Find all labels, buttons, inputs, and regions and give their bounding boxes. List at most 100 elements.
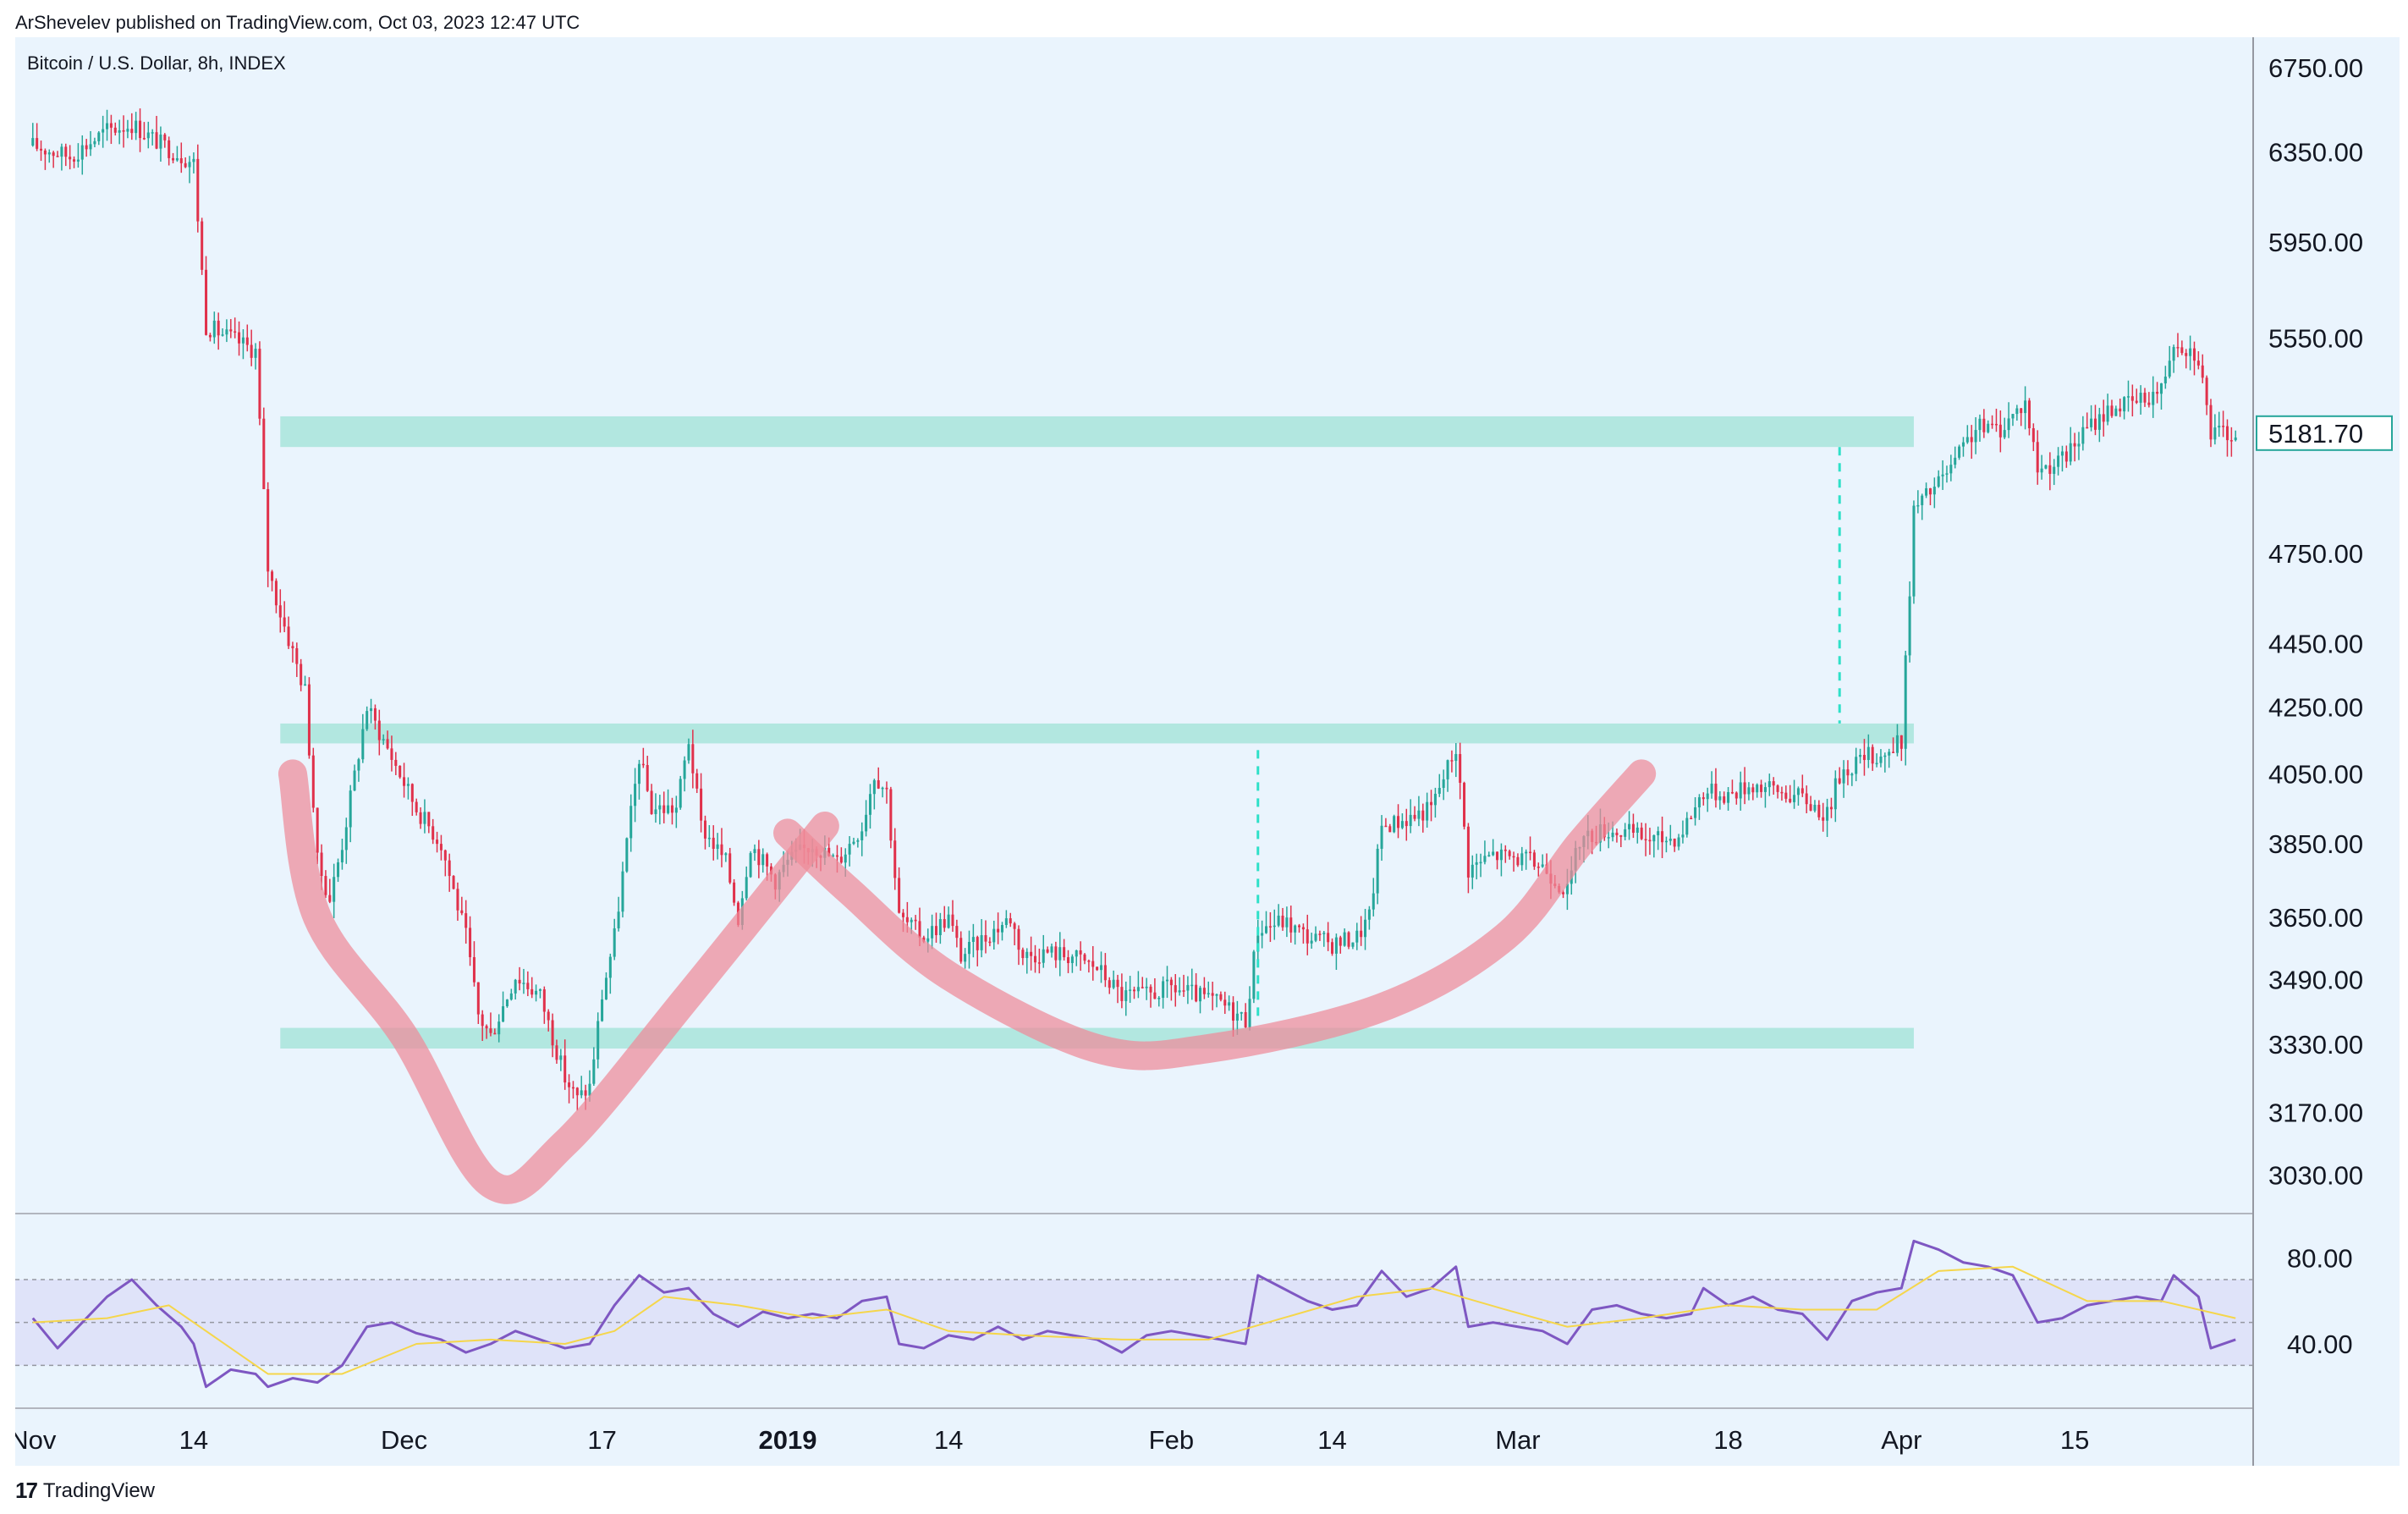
- candle-body: [212, 320, 216, 338]
- chart-canvas[interactable]: Bitcoin / U.S. Dollar, 8h, INDEX 6750.00…: [15, 37, 2400, 1466]
- candle-body: [700, 788, 703, 821]
- candle-body: [691, 744, 695, 774]
- candle-body: [1904, 655, 1907, 749]
- candle-body: [868, 794, 871, 815]
- candle-body: [832, 855, 835, 857]
- candle-body: [514, 979, 517, 994]
- candle-body: [324, 876, 327, 895]
- upper-resistance-zone: [280, 416, 1914, 448]
- candle-body: [2205, 377, 2208, 405]
- candle-body: [1871, 746, 1874, 764]
- candle-body: [1475, 862, 1478, 865]
- candle-body: [621, 871, 624, 912]
- candle-body: [2213, 427, 2217, 440]
- candle-body: [1652, 834, 1656, 842]
- candle-body: [2106, 405, 2109, 422]
- candle-body: [1380, 825, 1383, 849]
- candle-body: [538, 989, 542, 991]
- candle-body: [827, 847, 831, 856]
- chart-area[interactable]: Bitcoin / U.S. Dollar, 8h, INDEX 6750.00…: [15, 37, 2400, 1466]
- candle-body: [745, 877, 748, 899]
- price-axis[interactable]: 6750.00 6350.00 5950.00 5550.00 4750.00 4450.…: [2252, 37, 2363, 1466]
- candle-body: [2036, 442, 2039, 473]
- candle-body: [1000, 925, 1003, 933]
- candle-body: [1875, 763, 1878, 765]
- candle-body: [366, 711, 369, 729]
- candle-body: [1730, 791, 1734, 794]
- candle-body: [984, 935, 987, 942]
- candle-body: [250, 344, 253, 358]
- candle-body: [992, 928, 996, 943]
- candle-body: [1846, 769, 1850, 776]
- candle-body: [1454, 754, 1458, 762]
- candle-body: [2097, 414, 2101, 430]
- candle-body: [934, 926, 937, 936]
- candle-body: [1954, 457, 1957, 465]
- candle-body: [196, 158, 200, 222]
- candle-body: [1103, 965, 1107, 981]
- candle-body: [184, 162, 187, 168]
- candle-body: [151, 132, 154, 134]
- candle-body: [1772, 781, 1775, 786]
- candle-body: [1937, 476, 1940, 487]
- candle-body: [415, 801, 418, 812]
- candle-body: [2044, 465, 2048, 469]
- candle-body: [1833, 778, 1837, 810]
- candle-body: [1413, 814, 1416, 819]
- candle-body: [122, 129, 125, 132]
- candle-body: [601, 999, 604, 1021]
- price-tick-label: 5950.00: [2268, 228, 2363, 257]
- candle-body: [241, 337, 245, 344]
- candle-body: [1862, 755, 1866, 761]
- candle-body: [547, 1011, 550, 1021]
- time-axis[interactable]: Nov 14 Dec 17 2019 14 Feb 14 Mar 18 Apr 15: [15, 1425, 2089, 1455]
- candle-body: [1108, 980, 1111, 988]
- candle-body: [2114, 408, 2118, 416]
- candle-body: [658, 805, 662, 810]
- candle-body: [1235, 1013, 1239, 1021]
- candle-body: [2196, 361, 2200, 366]
- candle-body: [1661, 831, 1664, 843]
- candle-body: [349, 790, 352, 828]
- candle-body: [980, 935, 983, 950]
- candle-body: [967, 941, 970, 955]
- candle-body: [893, 840, 897, 878]
- candle-body: [1529, 851, 1532, 854]
- candle-body: [69, 157, 72, 160]
- candle-body: [650, 790, 653, 814]
- candle-body: [629, 806, 633, 839]
- candle-body: [535, 990, 538, 995]
- candle-body: [2053, 466, 2056, 474]
- candle-body: [1252, 951, 1256, 999]
- candle-body: [1397, 816, 1400, 829]
- candle-body: [1813, 804, 1817, 811]
- candle-body: [377, 720, 381, 740]
- candle-body: [1322, 933, 1326, 934]
- candle-body: [1025, 951, 1029, 959]
- candle-body: [1685, 818, 1689, 835]
- candle-body: [761, 854, 765, 866]
- last-price-box: [2256, 415, 2393, 451]
- candle-body: [667, 805, 670, 813]
- candle-body: [43, 150, 47, 155]
- candle-body: [922, 937, 926, 942]
- candle-body: [1153, 992, 1157, 999]
- candle-body: [1136, 987, 1140, 992]
- time-tick-label: Feb: [1149, 1425, 1194, 1455]
- last-price-label: 5181.70: [2268, 419, 2363, 449]
- candle-body: [2077, 443, 2081, 447]
- candle-body: [382, 739, 385, 740]
- candle-body: [997, 928, 1000, 933]
- candle-body: [1883, 755, 1887, 757]
- candle-body: [328, 895, 332, 902]
- rsi-axis[interactable]: 80.00 40.00: [2287, 1244, 2353, 1359]
- candle-body: [1244, 1011, 1247, 1027]
- candle-body: [2152, 391, 2155, 405]
- time-tick-label: Dec: [381, 1425, 427, 1455]
- candle-body: [1492, 851, 1495, 856]
- candle-body: [951, 914, 954, 927]
- footer-brand: 17 TradingView: [15, 1478, 155, 1504]
- candle-body: [295, 647, 299, 664]
- candle-body: [724, 853, 728, 856]
- candle-body: [1998, 424, 2002, 438]
